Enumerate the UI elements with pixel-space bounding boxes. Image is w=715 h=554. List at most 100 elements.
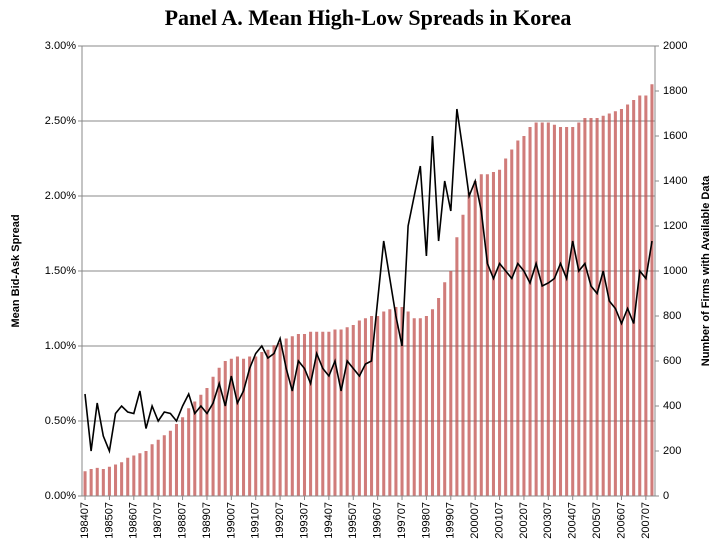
bar — [638, 95, 642, 496]
bar — [363, 318, 367, 496]
bar — [150, 444, 154, 496]
bar — [449, 271, 453, 496]
y2-tick-label: 1600 — [663, 130, 687, 142]
bar — [504, 158, 508, 496]
y2-tick-label: 1000 — [663, 265, 687, 277]
bar — [266, 349, 270, 496]
bar — [193, 401, 197, 496]
bar — [583, 118, 587, 496]
bar — [217, 367, 221, 496]
bar — [278, 343, 282, 496]
bar — [540, 122, 544, 496]
bar — [626, 104, 630, 496]
bar — [223, 361, 227, 496]
bar — [516, 140, 520, 496]
bar — [235, 356, 239, 496]
bar — [120, 462, 124, 496]
bar — [290, 336, 294, 496]
x-tick-label: 200507 — [591, 502, 603, 539]
y-tick-label: 0.00% — [45, 490, 76, 502]
x-tick-label: 198507 — [103, 502, 115, 539]
bar — [382, 311, 386, 496]
bar — [339, 329, 343, 496]
bar — [601, 115, 605, 496]
x-tick-label: 198907 — [201, 502, 213, 539]
y2-axis-title: Number of Firms with Available Data — [700, 175, 712, 366]
y-tick-label: 1.00% — [45, 340, 76, 352]
bar — [528, 127, 532, 496]
y2-tick-label: 200 — [663, 445, 681, 457]
bar — [284, 338, 288, 496]
bar — [619, 109, 623, 496]
x-tick-label: 199807 — [420, 502, 432, 539]
bar — [455, 237, 459, 496]
x-tick-label: 198407 — [79, 502, 91, 539]
bar — [101, 469, 105, 496]
bar — [534, 122, 538, 496]
bar — [443, 282, 447, 496]
bar — [577, 122, 581, 496]
x-tick-label: 199607 — [372, 502, 384, 539]
bar — [211, 376, 215, 496]
bar — [156, 439, 160, 496]
y2-tick-label: 400 — [663, 400, 681, 412]
bar — [309, 331, 313, 496]
bar — [302, 334, 307, 496]
bar — [370, 316, 374, 496]
bar — [114, 464, 118, 496]
bar — [595, 118, 599, 496]
x-tick-label: 200607 — [615, 502, 627, 539]
y-axis-title: Mean Bid-Ask Spread — [10, 214, 22, 327]
bar — [345, 327, 349, 496]
bar — [632, 100, 636, 496]
bar — [522, 136, 526, 496]
y-tick-label: 3.00% — [45, 40, 76, 52]
x-tick-label: 199507 — [347, 502, 359, 539]
bar — [498, 169, 502, 496]
bar — [388, 309, 392, 496]
plot-frame — [81, 45, 656, 497]
bar — [546, 122, 550, 496]
bar — [162, 435, 166, 496]
x-tick-label: 200207 — [518, 502, 530, 539]
bar — [558, 127, 563, 496]
bar — [412, 318, 416, 496]
y2-tick-label: 0 — [663, 490, 669, 502]
y-tick-label: 1.50% — [45, 265, 76, 277]
bar — [89, 469, 93, 496]
bar — [132, 455, 136, 496]
y2-tick-label: 1800 — [663, 85, 687, 97]
x-tick-label: 199007 — [225, 502, 237, 539]
bar — [351, 325, 355, 496]
x-tick-label: 200407 — [567, 502, 579, 539]
y2-tick-label: 600 — [663, 355, 681, 367]
bar — [144, 451, 148, 496]
bar — [552, 124, 556, 496]
y2-tick-label: 2000 — [663, 40, 687, 52]
bar — [424, 316, 428, 496]
bar — [589, 118, 593, 496]
bar — [491, 172, 495, 496]
y2-tick-label: 1200 — [663, 220, 687, 232]
bar — [510, 149, 514, 496]
bar — [461, 214, 465, 496]
bar — [205, 388, 209, 496]
bar — [138, 453, 142, 496]
bar — [613, 111, 617, 496]
x-tick-label: 198807 — [176, 502, 188, 539]
bar — [126, 457, 130, 496]
bar — [199, 394, 203, 496]
bar — [272, 345, 276, 496]
line — [84, 108, 653, 454]
bar — [168, 430, 172, 496]
bar — [644, 95, 648, 496]
bar — [650, 84, 654, 496]
bar — [571, 127, 575, 496]
bar — [315, 331, 319, 496]
bar — [242, 358, 246, 496]
x-tick-label: 199707 — [396, 502, 408, 539]
bar — [418, 318, 422, 496]
bar — [479, 174, 483, 496]
bar — [473, 181, 477, 496]
